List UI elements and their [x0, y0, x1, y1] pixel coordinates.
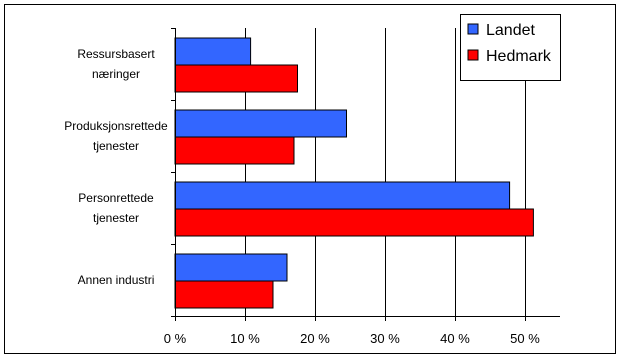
bar-hedmark [174, 136, 295, 165]
category-label-line: næringer [92, 67, 140, 81]
legend-label-hedmark: Hedmark [486, 48, 552, 65]
bar-hedmark [174, 280, 274, 309]
category-label-line: Ressursbasert [77, 47, 155, 61]
x-tick-label: 30 % [370, 331, 400, 346]
bar-landet [174, 37, 252, 66]
x-tick-label: 0 % [164, 331, 187, 346]
category-label: Produksjonsrettede tjenester [64, 119, 168, 153]
category-label: Annen industri [78, 273, 155, 287]
x-tick-label: 20 % [300, 331, 330, 346]
category-label-line: Produksjonsrettede [64, 119, 168, 133]
bar-landet [174, 253, 288, 282]
category-label: Personrettede tjenester [78, 191, 154, 225]
category-labels: Ressursbasert næringer Produksjonsrettede t… [64, 47, 168, 287]
bar-landet [174, 109, 347, 138]
category-label-line: tjenester [93, 211, 139, 225]
x-tick-labels: 0 % 10 % 20 % 30 % 40 % 50 % [164, 331, 540, 346]
bar-landet [174, 181, 511, 210]
category-label: Ressursbasert næringer [77, 47, 155, 81]
x-tick-label: 40 % [440, 331, 470, 346]
category-label-line: Personrettede [78, 191, 154, 205]
axes [171, 28, 560, 321]
bar-hedmark [174, 208, 534, 237]
legend-swatch-landet [467, 23, 479, 35]
legend-label-landet: Landet [486, 22, 535, 39]
x-tick-label: 10 % [230, 331, 260, 346]
category-label-line: Annen industri [78, 273, 155, 287]
x-tick-label: 50 % [510, 331, 540, 346]
category-label-line: tjenester [93, 139, 139, 153]
legend-swatch-hedmark [467, 49, 479, 61]
legend: Landet Hedmark [460, 14, 561, 81]
bar-hedmark [174, 64, 298, 93]
